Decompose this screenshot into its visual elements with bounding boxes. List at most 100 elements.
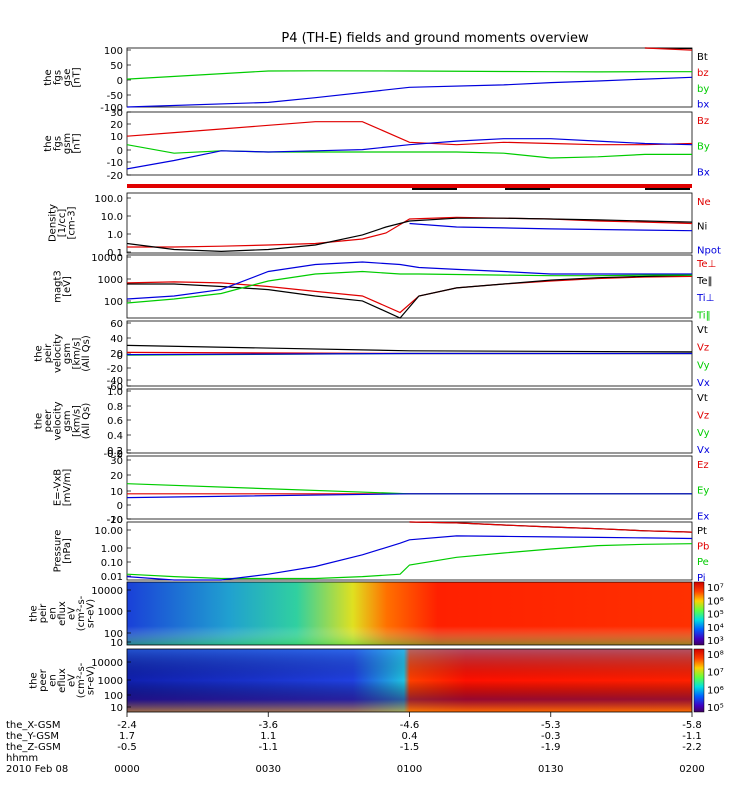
y-tick-label: 100.0 [94, 194, 123, 205]
y-axis-label-line: [1/cc] [57, 209, 68, 238]
y-axis-label-line: Pressure [52, 530, 63, 573]
y-axis-label-line: the [29, 605, 40, 621]
time-row-label: the_X-GSM [6, 720, 60, 731]
y-tick-label: 20 [110, 120, 123, 131]
series-line-bz [644, 47, 693, 51]
colorbar-label: 10⁵ [707, 610, 724, 621]
y-tick-label: 10 [110, 132, 123, 143]
y-axis-label-line: [nT] [71, 133, 82, 153]
legend-bx: bx [697, 100, 709, 111]
series-line-Ex [126, 493, 692, 499]
series-line-by [126, 70, 692, 80]
colorbar-peir_eflux [693, 581, 705, 646]
series-line-By [126, 144, 692, 159]
legend-Vy: Vy [697, 428, 710, 439]
y-axis-label-line: gsm [62, 343, 73, 364]
y-axis-label-line: the [43, 69, 54, 85]
y-axis-label-temp: magt3[eV] [52, 270, 73, 303]
x-tick-x-gsm: -4.6 [400, 720, 420, 731]
y-tick-label: 0.8 [107, 402, 123, 413]
colorbar-label: 10⁶ [707, 685, 724, 696]
y-axis-label-line: eflux [57, 601, 68, 626]
x-tick-y-gsm: -0.3 [541, 731, 561, 742]
y-tick-label: 0.01 [101, 572, 123, 583]
y-axis-label-line: velocity [52, 334, 63, 373]
y-axis-label-line: (cm²-s- [76, 662, 87, 698]
series-line-Pb [409, 521, 693, 533]
mode-bar-black [505, 188, 550, 190]
series-line-Ni [126, 217, 693, 253]
y-tick-label: 10000 [91, 253, 123, 264]
y-axis-label-line: eflux [57, 668, 68, 693]
time-row-label: the_Z-GSM [6, 742, 61, 753]
legend-Vx: Vx [697, 378, 710, 389]
legend-Vy: Vy [697, 360, 710, 371]
y-axis-label-line: the [33, 413, 44, 429]
y-axis-label-line: peir [43, 343, 54, 363]
y-axis-label-line: E=-VxB [52, 469, 63, 506]
panel-frame-peer_velocity [126, 388, 693, 454]
mode-bar-red [127, 184, 692, 188]
y-tick-label: -40 [107, 376, 123, 387]
y-axis-label-line: Density [48, 204, 59, 242]
y-tick-label: 10.0 [101, 212, 123, 223]
x-tick-x-gsm: -5.8 [682, 720, 702, 731]
y-tick-label: -20 [107, 515, 123, 526]
x-tick-z-gsm: -0.5 [117, 742, 137, 753]
series-line-Ti‖ [126, 270, 692, 304]
y-axis-label-line: en [48, 674, 59, 687]
y-tick-label: 0.10 [101, 558, 123, 569]
x-tick-z-gsm: -1.5 [400, 742, 420, 753]
y-tick-label: 0.1 [107, 248, 123, 259]
y-tick-label: 100 [104, 629, 123, 640]
panel-frame-peir_eflux [126, 581, 693, 646]
colorbar-peer_eflux [693, 648, 705, 713]
y-tick-label: 10.00 [94, 526, 123, 537]
y-axis-label-line: eV [67, 674, 78, 687]
series-line-bx [126, 76, 693, 108]
panel-frame-pressure [126, 521, 693, 581]
colorbar-label: 10⁶ [707, 596, 724, 607]
series-line-Vx [126, 352, 692, 356]
series-line-Pi [126, 535, 693, 581]
colorbar-label: 10⁴ [707, 623, 724, 634]
x-tick-hhmm: 0200 [679, 764, 704, 775]
panel-frame-fgs_gse [126, 47, 693, 108]
legend-Npot: Npot [697, 246, 721, 257]
legend-Vz: Vz [697, 343, 709, 354]
y-tick-label: 0.6 [107, 416, 123, 427]
y-tick-label: 40 [110, 334, 123, 345]
y-tick-label: 100 [104, 691, 123, 702]
y-tick-label: 0 [117, 76, 123, 87]
y-axis-label-line: fgs [52, 136, 63, 151]
legend-Ey: Ey [697, 486, 709, 497]
legend-Pi: Pi [697, 573, 706, 584]
y-tick-label: -0.2 [103, 449, 123, 460]
y-tick-label: 10 [110, 487, 123, 498]
legend-Ex: Ex [697, 511, 709, 522]
spectrogram-overlay-peer_eflux [127, 649, 692, 712]
y-tick-label: 30 [110, 456, 123, 467]
series-line-Te⊥ [126, 275, 693, 314]
x-tick-x-gsm: -2.4 [117, 720, 137, 731]
legend-Vt: Vt [697, 325, 708, 336]
y-axis-label-line: the [43, 135, 54, 151]
y-axis-label-line: velocity [52, 401, 63, 440]
y-tick-label: 1000 [98, 275, 123, 286]
mode-bar-black [412, 188, 457, 190]
series-line-Ti⊥ [126, 261, 692, 300]
x-tick-y-gsm: 0.4 [402, 731, 418, 742]
legend-Ni: Ni [697, 221, 707, 232]
y-tick-label: 10 [110, 703, 123, 714]
y-tick-label: 100 [104, 46, 123, 57]
y-tick-label: 10000 [91, 586, 123, 597]
y-axis-label-line: (All Qs) [81, 335, 92, 372]
mode-bar-black [645, 188, 690, 190]
y-axis-label-line: [eV] [62, 276, 73, 297]
y-tick-label: 20 [110, 349, 123, 360]
legend-Ti‖: Ti‖ [696, 310, 711, 321]
y-axis-label-line: [km/s] [71, 337, 82, 369]
